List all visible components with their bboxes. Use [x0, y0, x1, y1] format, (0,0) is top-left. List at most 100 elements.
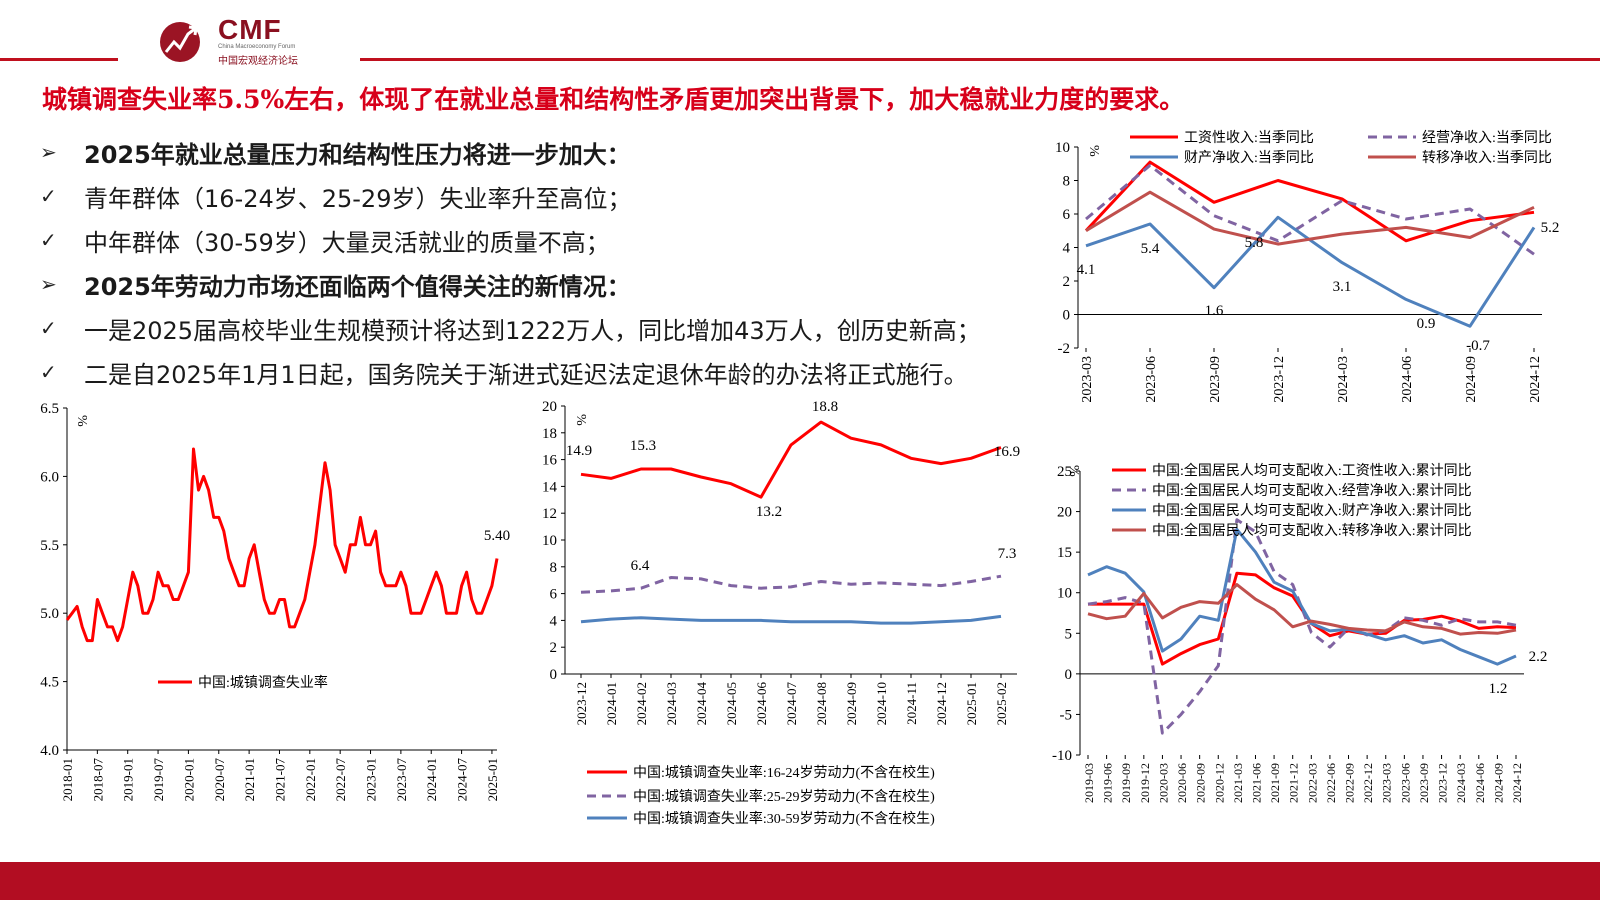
- data-label: 1.2: [1489, 681, 1508, 697]
- x-tick-label: 2020-12: [1212, 763, 1226, 803]
- y-tick-label: 5: [1065, 626, 1073, 642]
- data-label: 15.3: [630, 438, 656, 454]
- legend-label: 转移净收入:当季同比: [1422, 150, 1552, 166]
- y-unit-label: %: [1066, 465, 1081, 477]
- legend-label: 中国:全国居民人均可支配收入:财产净收入:累计同比: [1152, 502, 1472, 519]
- y-tick-label: 10: [1055, 140, 1070, 156]
- y-tick-label: 0: [1065, 667, 1073, 683]
- quarterly-income-growth-chart: -2 0 2 4 6 8 10 % 2023-03 2023-06 2023-09 2023-12 20…: [1055, 130, 1560, 403]
- check-bullet-icon: ✓: [40, 360, 57, 384]
- series-line: [1087, 527, 1517, 666]
- x-tick-label: 2021-07: [272, 758, 287, 802]
- legend-label: 中国:全国居民人均可支配收入:工资性收入:累计同比: [1152, 462, 1472, 479]
- x-tick-label: 2020-01: [181, 758, 196, 801]
- bullet-item: ➢ 2025年劳动力市场还面临两个值得关注的新情况：: [40, 262, 1070, 306]
- x-tick-label: 2024-04: [694, 682, 709, 726]
- x-tick-label: 2020-03: [1156, 763, 1170, 803]
- x-tick-label: 2024-06: [754, 682, 769, 726]
- y-tick-label: 4: [1063, 241, 1071, 257]
- y-unit-label: %: [1086, 145, 1101, 157]
- y-tick-label: 6: [550, 587, 558, 603]
- legend-label: 中国:城镇调查失业率:30-59岁劳动力(不含在校生): [633, 810, 935, 827]
- x-tick-label: 2024-09: [1491, 763, 1505, 803]
- x-tick-label: 2025-01: [964, 682, 979, 725]
- bullet-text: 2025年就业总量压力和结构性压力将进一步加大：: [84, 140, 631, 169]
- x-tick-label: 2023-01: [364, 758, 379, 801]
- y-tick-label: 6: [1063, 207, 1071, 223]
- y-tick-label: 8: [550, 560, 558, 576]
- headline: 城镇调查失业率5.5%左右，体现了在就业总量和结构性矛盾更加突出背景下，加大稳就…: [42, 85, 1185, 114]
- data-label: 6.4: [631, 558, 650, 574]
- x-tick-label: 2024-12: [934, 682, 949, 725]
- x-tick-label: 2023-12: [1272, 356, 1287, 403]
- x-tick-label: 2019-06: [1101, 763, 1115, 803]
- y-tick-label: 0: [1063, 308, 1071, 324]
- x-tick-label: 2018-07: [90, 758, 105, 802]
- x-tick-label: 2024-03: [664, 682, 679, 725]
- y-tick-label: 6.5: [40, 401, 59, 417]
- data-label: 2.2: [1529, 649, 1548, 665]
- x-tick-label: 2024-12: [1510, 763, 1524, 803]
- y-tick-label: 12: [542, 506, 557, 522]
- bullet-list: ➢ 2025年就业总量压力和结构性压力将进一步加大： ✓ 青年群体（16-24岁、2…: [40, 130, 1070, 394]
- x-tick-label: 2024-05: [724, 682, 739, 725]
- y-tick-label: 10: [1057, 586, 1072, 602]
- y-tick-label: 20: [542, 400, 557, 415]
- y-tick-label: 6.0: [40, 469, 59, 485]
- unemployment-rate-chart: 4.0 4.5 5.0 5.5 6.0 6.5% 2018-01 2018-07 2019-01…: [40, 401, 510, 802]
- series-line: [1085, 215, 1536, 328]
- bullet-item: ✓ 一是2025届高校毕业生规模预计将达到1222万人，同比增加43万人，创历史新…: [40, 306, 1070, 350]
- x-tick-label: 2020-09: [1194, 763, 1208, 803]
- x-tick-label: 2024-06: [1473, 763, 1487, 803]
- data-label: 0.9: [1417, 316, 1436, 332]
- x-tick-label: 2019-01: [121, 758, 136, 801]
- y-tick-label: 4: [550, 613, 558, 629]
- y-tick-label: -10: [1052, 748, 1072, 764]
- x-tick-label: 2019-03: [1082, 763, 1096, 803]
- y-tick-label: 14: [542, 479, 558, 495]
- y-tick-label: 10: [542, 533, 557, 549]
- series-line: [580, 614, 1002, 625]
- x-tick-label: 2022-07: [333, 758, 348, 802]
- check-bullet-icon: ✓: [40, 184, 57, 208]
- series-line: [1085, 190, 1535, 246]
- legend-label: 中国:全国居民人均可支配收入:经营净收入:累计同比: [1152, 482, 1472, 499]
- x-tick-label: 2023-07: [394, 758, 409, 802]
- data-label: 3.1: [1333, 279, 1352, 295]
- legend-label: 经营净收入:当季同比: [1422, 130, 1552, 146]
- x-tick-label: 2024-10: [874, 682, 889, 725]
- x-tick-label: 2024-02: [634, 682, 649, 725]
- x-tick-label: 2023-06: [1144, 356, 1159, 403]
- series-line: [65, 447, 499, 643]
- header-rule-left: [0, 58, 118, 61]
- x-tick-label: 2023-03: [1080, 356, 1095, 403]
- x-tick-label: 2019-09: [1119, 763, 1133, 803]
- x-tick-label: 2024-01: [604, 682, 619, 725]
- cumulative-income-growth-chart: -10 -5 0 5 10 15 20 25% 2019-03 2019-06 2019-09 201…: [1052, 462, 1548, 803]
- x-tick-label: 2020-07: [212, 758, 227, 802]
- x-tick-label: 2024-09: [1464, 356, 1479, 403]
- data-label: 5.4: [1141, 241, 1160, 257]
- x-tick-label: 2024-07: [455, 758, 470, 802]
- x-tick-label: 2019-07: [151, 758, 166, 802]
- y-tick-label: 4.0: [40, 743, 59, 759]
- x-tick-label: 2025-01: [485, 758, 500, 801]
- bullet-text: 2025年劳动力市场还面临两个值得关注的新情况：: [84, 272, 631, 301]
- legend-label: 财产净收入:当季同比: [1184, 150, 1314, 166]
- x-tick-label: 2024-11: [904, 682, 919, 725]
- y-tick-label: -2: [1058, 341, 1071, 357]
- x-tick-label: 2021-06: [1249, 763, 1263, 803]
- x-tick-label: 2023-09: [1417, 763, 1431, 803]
- x-tick-label: 2022-03: [1305, 763, 1319, 803]
- data-label: 5.40: [484, 528, 510, 544]
- series-line: [1087, 518, 1517, 735]
- x-tick-label: 2024-06: [1400, 356, 1415, 403]
- data-label: 5.2: [1541, 220, 1560, 236]
- y-unit-label: %: [573, 414, 588, 426]
- bullet-text: 二是自2025年1月1日起，国务院关于渐进式延迟法定退休年龄的办法将正式施行。: [84, 360, 968, 389]
- legend-label: 中国:全国居民人均可支配收入:转移净收入:累计同比: [1152, 522, 1472, 539]
- x-tick-label: 2023-03: [1380, 763, 1394, 803]
- x-tick-label: 2022-06: [1324, 763, 1338, 803]
- header-rule-right: [360, 58, 1600, 61]
- x-tick-label: 2024-12: [1528, 356, 1543, 403]
